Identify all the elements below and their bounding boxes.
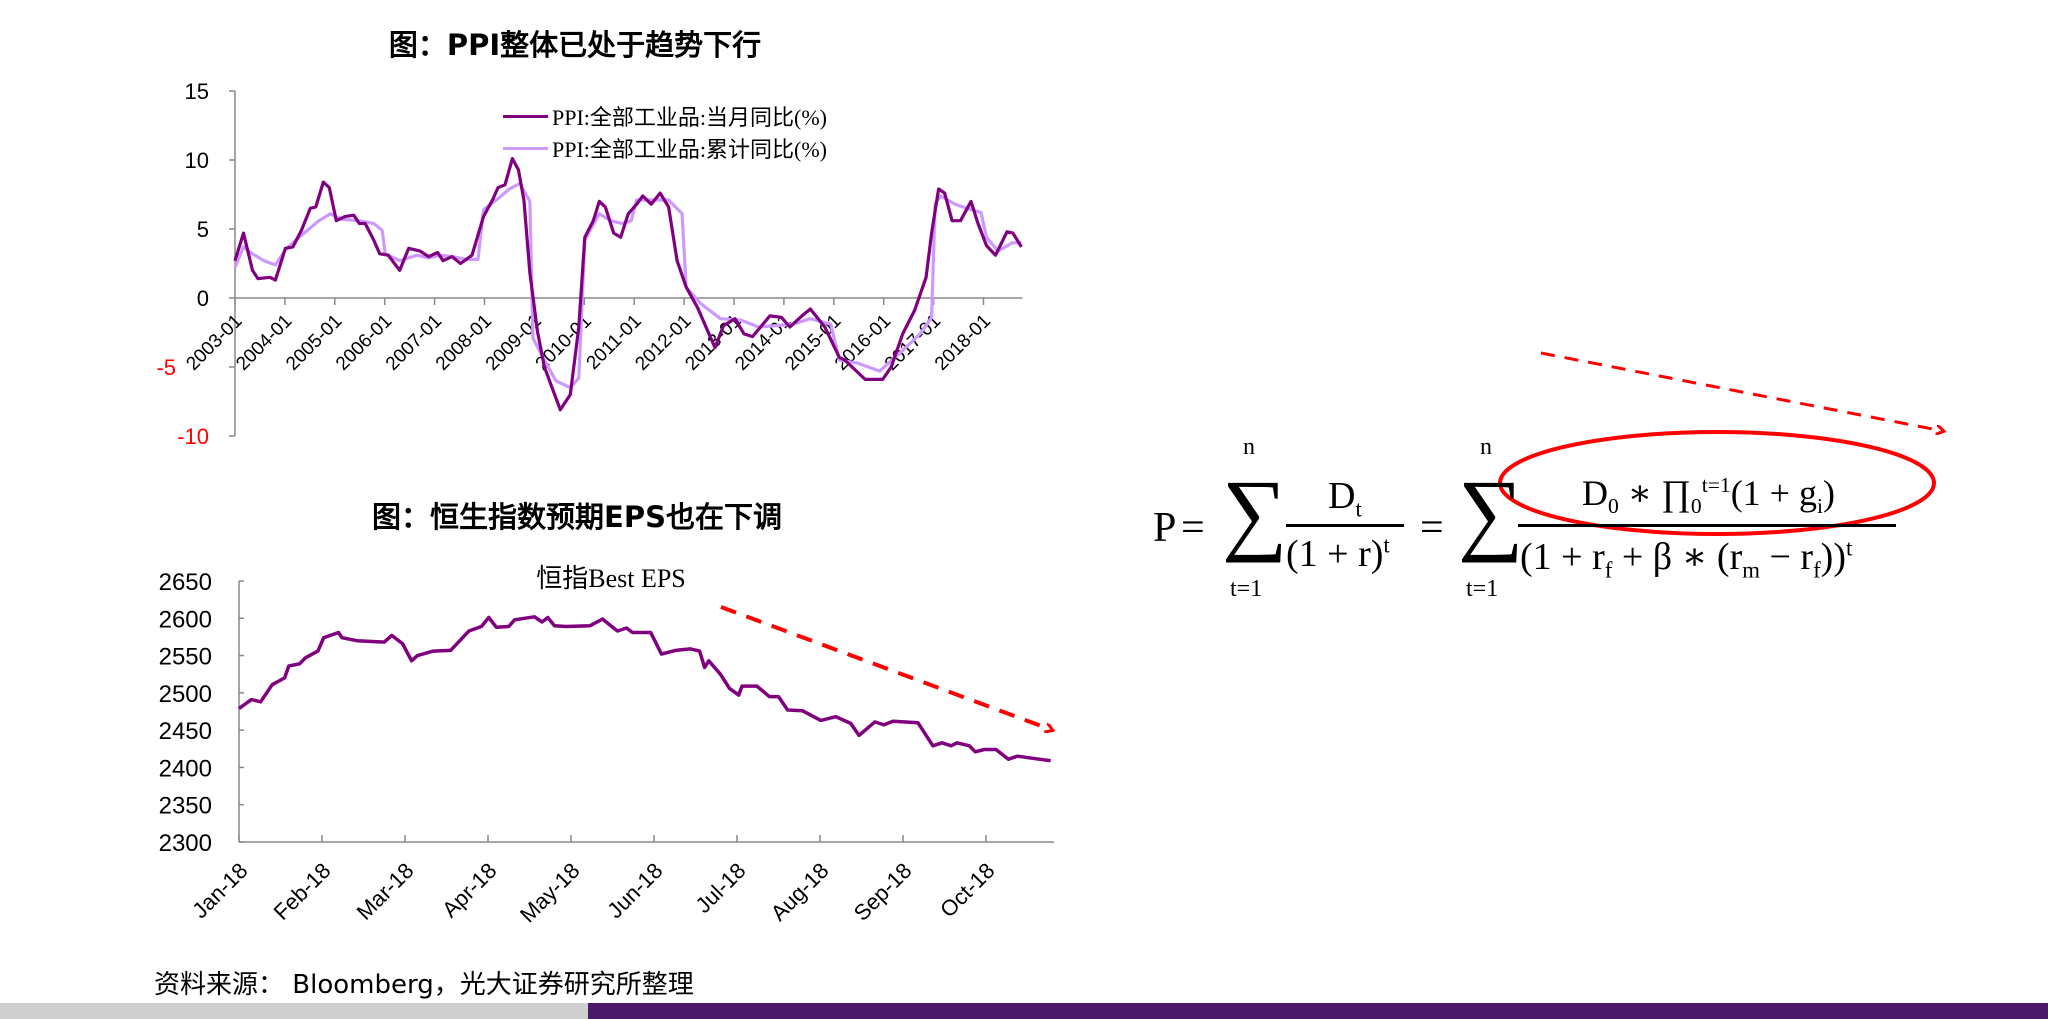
frac1-den-main: (1 + r) [1286,533,1384,575]
frac1-numerator: Dt [1328,474,1362,523]
ppi-legend: PPI:全部工业品:当月同比(%) PPI:全部工业品:累计同比(%) [503,100,827,164]
eps-y-tick-label: 2550 [159,644,212,671]
legend-label-cumulative: PPI:全部工业品:累计同比(%) [552,137,828,162]
den-a-sub: f [1604,557,1613,583]
den-b-sub: m [1742,557,1760,583]
sum1-lower: t=1 [1230,576,1263,602]
eps-x-tick-label: Feb-18 [269,858,336,925]
frac1-denominator: (1 + r)t [1286,532,1390,576]
eps-x-tick-label: Mar-18 [352,858,419,925]
eps-y-tick-label: 2600 [159,606,212,633]
frac1-num-sub: t [1355,496,1362,522]
den-c: − r [1759,536,1814,578]
eps-y-tick-label: 2300 [159,830,212,857]
sum-symbol-1: ∑ [1222,461,1288,563]
frac1-bar [1286,524,1404,527]
eps-x-tick-label: May-18 [515,858,585,928]
legend-item-cumulative: PPI:全部工业品:累计同比(%) [503,132,827,164]
frac2-denominator: (1 + rf + β ∗ (rm − rf))t [1520,534,1852,584]
eps-x-tick-label: Aug-18 [766,858,834,926]
eps-y-tick-label: 2350 [159,793,212,820]
legend-item-monthly: PPI:全部工业品:当月同比(%) [503,100,827,132]
ppi-y-tick-label: 5 [197,217,209,242]
legend-swatch-cumulative [503,146,548,150]
ppi-x-tick-label: 2018-01 [931,311,995,375]
num-growth-sub: i [1816,494,1823,519]
ppi-y-tick-label: -10 [177,424,209,449]
formula-equals-2: = [1420,505,1444,551]
eps-x-tick-label: Sep-18 [849,858,917,926]
frac1-den-sup: t [1383,532,1390,558]
den-d: )) [1820,536,1846,578]
num-growth: (1 + g [1730,473,1817,513]
legend-swatch-monthly [503,114,548,118]
eps-y-tick-label: 2400 [159,755,212,782]
num-d: D [1582,473,1608,513]
sum2-lower: t=1 [1466,576,1499,602]
footer-bar-purple [588,1003,2048,1019]
eps-x-tick-label: Oct-18 [935,858,999,922]
den-b: + β ∗ (r [1612,536,1743,578]
eps-x-tick-label: Jun-18 [602,858,667,923]
eps-y-tick-label: 2650 [159,569,212,596]
num-close: ) [1822,473,1835,513]
frac2-bar [1518,524,1896,527]
formula-equals-1: = [1181,505,1205,551]
ppi-monthly-line [233,157,1023,412]
sum-symbol-2: ∑ [1458,461,1524,563]
footer-bar-gray [0,1003,590,1019]
frac2-numerator: D0 ∗ ∏0t=1(1 + gi) [1582,472,1835,519]
den-sup: t [1845,535,1853,561]
eps-x-tick-label: Jul-18 [690,858,750,918]
den-c-sub: f [1813,557,1821,583]
formula-downtrend-arrow [1540,351,1943,431]
ppi-y-tick-label: 10 [185,148,209,173]
eps-y-tick-label: 2500 [159,681,212,708]
num-prod-sup: t=1 [1701,473,1731,497]
eps-x-tick-label: Apr-18 [437,858,501,922]
eps-x-tick-label: Jan-18 [187,858,252,923]
sum2-upper: n [1480,434,1492,460]
eps-y-tick-label: 2450 [159,718,212,745]
eps-chart-title: 图：恒生指数预期EPS也在下调 [372,500,782,534]
legend-label-monthly: PPI:全部工业品:当月同比(%) [552,105,828,130]
frac1-num-main: D [1328,475,1356,517]
eps-line [237,615,1051,763]
sum1-upper: n [1243,434,1255,460]
highlight-ellipse [1498,430,1936,536]
ppi-y-tick-label: -5 [156,355,176,380]
num-prod: ∗ ∏ [1618,473,1691,513]
source-note: 资料来源： Bloomberg，光大证券研究所整理 [154,970,694,1000]
ppi-y-tick-label: 15 [185,79,209,104]
eps-downtrend-arrow [720,605,1052,730]
num-prod-sub: 0 [1690,494,1702,519]
num-d-sub: 0 [1608,494,1619,519]
ppi-y-tick-label: 0 [197,286,209,311]
formula-lhs: P [1153,505,1177,551]
den-a: (1 + r [1520,536,1605,578]
ppi-chart-title: 图：PPI整体已处于趋势下行 [388,28,762,62]
eps-chart-subtitle: 恒指Best EPS [536,564,686,593]
